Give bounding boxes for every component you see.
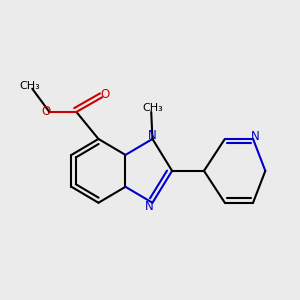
Text: N: N xyxy=(251,130,260,143)
Text: N: N xyxy=(144,200,153,213)
Text: O: O xyxy=(41,106,50,118)
Text: CH₃: CH₃ xyxy=(142,103,163,113)
Text: O: O xyxy=(100,88,109,101)
Text: N: N xyxy=(148,129,157,142)
Text: CH₃: CH₃ xyxy=(20,81,40,91)
